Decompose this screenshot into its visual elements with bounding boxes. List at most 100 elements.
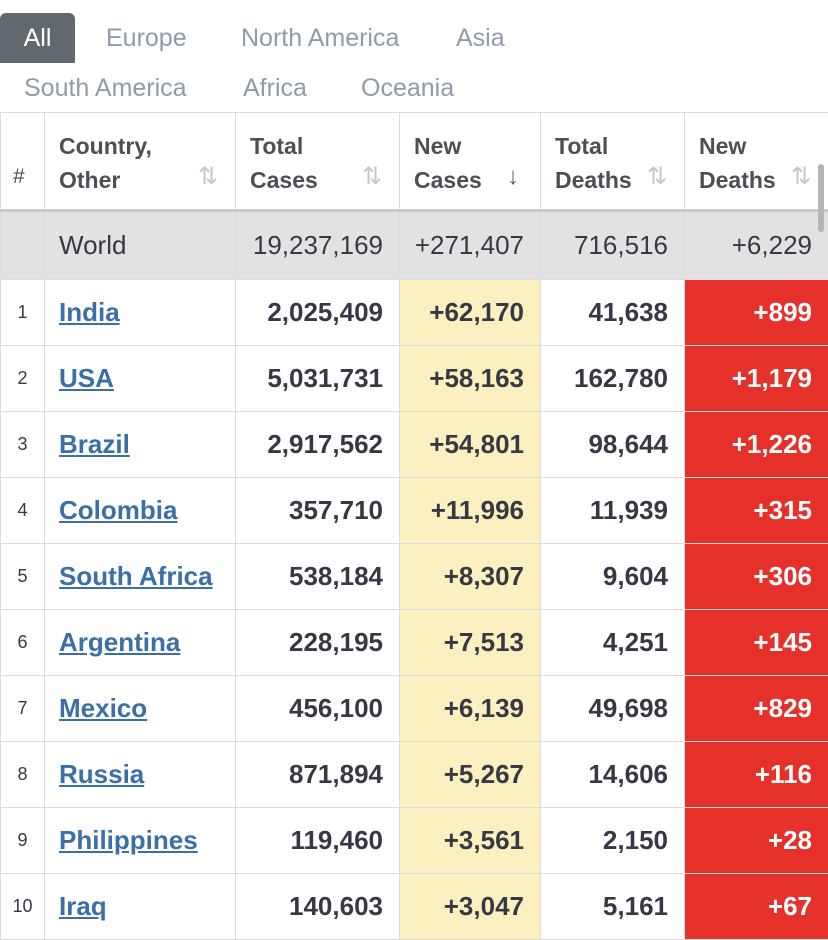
tab-asia[interactable]: Asia — [456, 13, 505, 63]
new-cases-cell: +7,513 — [400, 610, 541, 676]
new-deaths-cell: +28 — [685, 808, 828, 874]
new-deaths-cell: +829 — [685, 676, 828, 742]
sort-arrows-icon[interactable]: ⇅ — [195, 163, 221, 191]
sort-arrows-icon[interactable]: ⇅ — [788, 163, 814, 191]
tab-all[interactable]: All — [0, 13, 75, 63]
new-deaths-cell: +145 — [685, 610, 828, 676]
country-link[interactable]: Iraq — [59, 891, 107, 921]
rank-cell: 8 — [1, 742, 45, 808]
country-link[interactable]: Colombia — [59, 495, 177, 525]
new-cases-cell: +3,047 — [400, 874, 541, 940]
new-cases-cell: +62,170 — [400, 280, 541, 346]
total-cases-cell: 119,460 — [236, 808, 400, 874]
country-link[interactable]: Philippines — [59, 825, 198, 855]
country-link[interactable]: Argentina — [59, 627, 180, 657]
sort-arrows-icon[interactable]: ⇅ — [644, 163, 670, 191]
country-link[interactable]: USA — [59, 363, 114, 393]
new-cases-cell: +3,561 — [400, 808, 541, 874]
new-cases-cell: +8,307 — [400, 544, 541, 610]
rank-cell: 9 — [1, 808, 45, 874]
sort-desc-icon[interactable]: ↓ — [500, 163, 526, 191]
new-cases-cell: +11,996 — [400, 478, 541, 544]
tab-europe[interactable]: Europe — [106, 13, 187, 63]
new-cases-cell: +54,801 — [400, 412, 541, 478]
total-deaths-cell: 14,606 — [541, 742, 685, 808]
country-link[interactable]: Brazil — [59, 429, 130, 459]
total-cases-cell: 357,710 — [236, 478, 400, 544]
world-total-deaths: 716,516 — [541, 211, 685, 280]
tab-north-america[interactable]: North America — [241, 13, 399, 63]
tab-africa[interactable]: Africa — [243, 63, 307, 113]
country-link[interactable]: Mexico — [59, 693, 147, 723]
total-deaths-cell: 11,939 — [541, 478, 685, 544]
new-deaths-cell: +899 — [685, 280, 828, 346]
total-deaths-cell: 162,780 — [541, 346, 685, 412]
rank-cell: 10 — [1, 874, 45, 940]
new-deaths-cell: +1,179 — [685, 346, 828, 412]
total-cases-cell: 2,025,409 — [236, 280, 400, 346]
total-cases-cell: 538,184 — [236, 544, 400, 610]
total-cases-cell: 228,195 — [236, 610, 400, 676]
country-cell: Colombia — [45, 478, 236, 544]
total-cases-cell: 140,603 — [236, 874, 400, 940]
total-deaths-cell: 41,638 — [541, 280, 685, 346]
total-deaths-cell: 98,644 — [541, 412, 685, 478]
country-cell: USA — [45, 346, 236, 412]
country-cell: Iraq — [45, 874, 236, 940]
rank-cell: 1 — [1, 280, 45, 346]
total-cases-cell: 2,917,562 — [236, 412, 400, 478]
country-cell: Brazil — [45, 412, 236, 478]
country-link[interactable]: South Africa — [59, 561, 213, 591]
total-cases-cell: 456,100 — [236, 676, 400, 742]
total-deaths-cell: 2,150 — [541, 808, 685, 874]
rank-cell: 4 — [1, 478, 45, 544]
total-cases-cell: 871,894 — [236, 742, 400, 808]
new-deaths-cell: +116 — [685, 742, 828, 808]
world-rank-cell — [1, 211, 45, 280]
new-deaths-cell: +315 — [685, 478, 828, 544]
total-deaths-cell: 9,604 — [541, 544, 685, 610]
new-deaths-cell: +306 — [685, 544, 828, 610]
country-cell: South Africa — [45, 544, 236, 610]
new-cases-cell: +5,267 — [400, 742, 541, 808]
country-cell: India — [45, 280, 236, 346]
tab-oceania[interactable]: Oceania — [361, 63, 454, 113]
header-rank-label: # — [13, 165, 25, 189]
tab-south-america[interactable]: South America — [24, 63, 187, 113]
country-cell: Mexico — [45, 676, 236, 742]
new-cases-cell: +6,139 — [400, 676, 541, 742]
country-link[interactable]: Russia — [59, 759, 144, 789]
country-cell: Russia — [45, 742, 236, 808]
rank-cell: 6 — [1, 610, 45, 676]
world-new-cases: +271,407 — [400, 211, 541, 280]
country-cell: Philippines — [45, 808, 236, 874]
rank-cell: 7 — [1, 676, 45, 742]
rank-cell: 3 — [1, 412, 45, 478]
header-country[interactable]: Country,Other ⇅ — [45, 113, 236, 211]
rank-cell: 5 — [1, 544, 45, 610]
header-rank[interactable]: # — [1, 113, 45, 211]
scrollbar[interactable] — [818, 164, 824, 232]
new-deaths-cell: +1,226 — [685, 412, 828, 478]
country-link[interactable]: India — [59, 297, 120, 327]
total-cases-cell: 5,031,731 — [236, 346, 400, 412]
sort-arrows-icon[interactable]: ⇅ — [359, 163, 385, 191]
world-label: World — [45, 211, 236, 280]
